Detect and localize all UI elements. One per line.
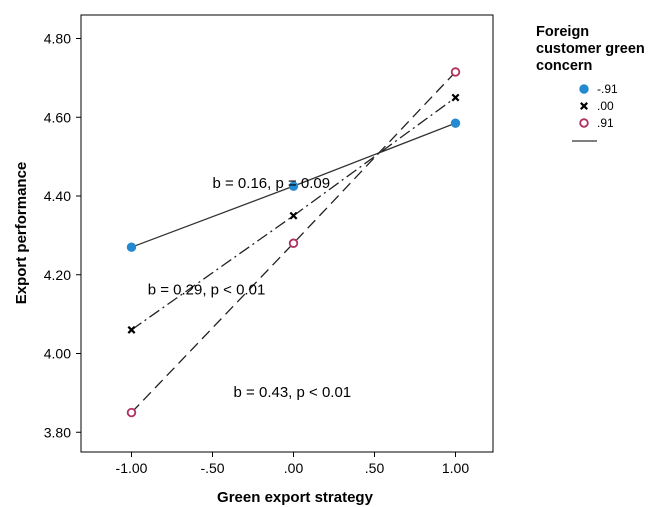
x-tick-label: 1.00 bbox=[442, 460, 469, 476]
slope-annotations: b = 0.16, p = 0.09 b = 0.29, p < 0.01 b = … bbox=[148, 175, 351, 401]
legend-title-line-2: customer green bbox=[536, 41, 645, 57]
y-axis: 3.80 4.00 4.20 4.40 4.60 4.80 bbox=[44, 31, 81, 440]
y-tick-label: 4.40 bbox=[44, 188, 71, 204]
legend: Foreign customer green concern -.91 .00 .9… bbox=[536, 24, 645, 142]
series-0-point-2 bbox=[450, 118, 461, 128]
x-tick-label: .50 bbox=[365, 460, 385, 476]
legend-marker-1 bbox=[580, 102, 588, 110]
legend-label-0: -.91 bbox=[597, 82, 618, 96]
y-tick-label: 4.00 bbox=[44, 346, 71, 362]
x-axis-title: Green export strategy bbox=[217, 489, 374, 506]
x-axis: -1.00 -.50 .00 .50 1.00 bbox=[116, 452, 469, 476]
legend-marker-0 bbox=[579, 84, 589, 94]
series-0-point-0 bbox=[126, 242, 137, 252]
slope-annotation-0: b = 0.16, p = 0.09 bbox=[213, 175, 331, 192]
x-tick-label: -.50 bbox=[200, 460, 224, 476]
legend-title-line-3: concern bbox=[536, 58, 592, 74]
series-2-point-1 bbox=[288, 238, 299, 248]
series-line-2 bbox=[131, 71, 456, 414]
slope-annotation-1: b = 0.29, p < 0.01 bbox=[148, 281, 266, 298]
legend-items: -.91 .00 .91 bbox=[579, 82, 618, 130]
x-tick-label: .00 bbox=[284, 460, 304, 476]
legend-title-line-1: Foreign bbox=[536, 24, 589, 40]
series-1-point-0 bbox=[127, 325, 136, 334]
y-tick-label: 4.60 bbox=[44, 109, 71, 125]
series-markers bbox=[126, 67, 461, 418]
x-tick-label: -1.00 bbox=[116, 460, 148, 476]
series-0-point-1 bbox=[288, 181, 299, 191]
y-tick-label: 4.20 bbox=[44, 267, 71, 283]
y-tick-label: 3.80 bbox=[44, 424, 71, 440]
series-1-point-1 bbox=[289, 211, 298, 220]
plot-frame bbox=[80, 14, 494, 453]
series-2-point-2 bbox=[450, 67, 461, 77]
legend-label-2: .91 bbox=[597, 116, 614, 130]
legend-label-1: .00 bbox=[597, 99, 614, 113]
slope-annotation-2: b = 0.43, p < 0.01 bbox=[234, 384, 352, 401]
y-tick-label: 4.80 bbox=[44, 31, 71, 47]
series-2-point-0 bbox=[126, 407, 137, 418]
y-axis-title: Export performance bbox=[13, 162, 30, 305]
series-1-point-2 bbox=[451, 93, 460, 102]
legend-marker-2 bbox=[579, 118, 589, 128]
